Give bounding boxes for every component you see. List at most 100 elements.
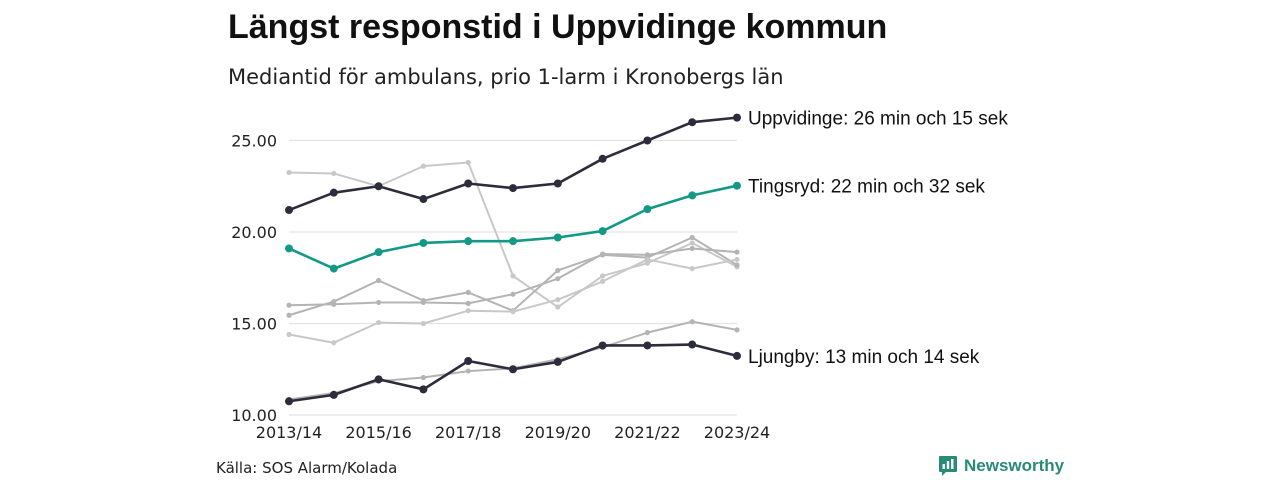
- series-labels: Uppvidinge: 26 min och 15 sek Tingsryd: 2…: [748, 109, 1008, 368]
- highlighted-series-point: [553, 179, 562, 188]
- x-tick-label: 2013/14: [256, 423, 322, 442]
- highlighted-series-point: [374, 248, 383, 257]
- background-series-3: [286, 256, 740, 346]
- background-series-point: [331, 170, 337, 177]
- highlighted-series-0: [285, 113, 741, 215]
- background-series-point: [555, 304, 561, 310]
- highlighted-series-point: [509, 184, 517, 193]
- background-series-point: [465, 308, 471, 314]
- background-series-point: [555, 297, 561, 303]
- highlighted-series-point: [329, 264, 338, 273]
- x-axis-ticks: 2013/14 2015/16 2017/18 2019/20 2021/22 2023/…: [256, 423, 770, 442]
- highlighted-series-point: [374, 182, 383, 191]
- highlighted-series-point: [688, 340, 697, 349]
- highlighted-series-1: [285, 181, 741, 273]
- highlighted-series-point: [643, 205, 652, 214]
- background-series-point: [376, 299, 382, 306]
- highlighted-series-point: [509, 237, 517, 246]
- highlighted-series-line: [288, 116, 738, 212]
- background-series-point: [420, 374, 426, 381]
- background-series-point: [510, 309, 516, 315]
- x-tick-label: 2015/16: [345, 423, 411, 442]
- series-end-label: Ljungby: 13 min och 14 sek: [748, 347, 980, 368]
- background-series-point: [465, 289, 471, 295]
- y-tick-label: 25.00: [231, 132, 277, 151]
- highlighted-series-point: [688, 191, 697, 200]
- newsworthy-logo-icon: [939, 456, 957, 476]
- highlighted-series-point: [374, 375, 383, 384]
- background-series-point: [465, 368, 471, 374]
- highlighted-series-point: [598, 154, 607, 163]
- x-tick-label: 2021/22: [614, 423, 680, 442]
- highlighted-series-point: [464, 179, 473, 188]
- background-series: [286, 159, 740, 403]
- background-series-point: [420, 320, 426, 327]
- background-series-line: [288, 258, 738, 344]
- y-tick-label: 20.00: [231, 223, 277, 242]
- background-series-point: [600, 278, 606, 285]
- highlighted-series-point: [553, 233, 562, 242]
- background-series-point: [644, 260, 651, 266]
- highlighted-series-point: [329, 390, 338, 399]
- source-note: Källa: SOS Alarm/Kolada: [216, 459, 398, 477]
- highlighted-series-point: [419, 385, 428, 394]
- background-series-point: [689, 234, 695, 241]
- chart-subtitle: Mediantid för ambulans, prio 1-larm i Kr…: [228, 65, 784, 89]
- background-series-point: [420, 163, 426, 169]
- background-series-4: [286, 319, 740, 403]
- background-series-point: [510, 291, 516, 297]
- background-series-point: [644, 252, 651, 258]
- background-series-point: [286, 312, 292, 318]
- highlighted-series-point: [598, 227, 607, 236]
- background-series-point: [286, 169, 292, 176]
- background-series-point: [376, 319, 382, 326]
- highlighted-series-point: [643, 341, 652, 350]
- background-series-0: [286, 159, 740, 310]
- highlighted-series-line: [288, 184, 738, 270]
- background-series-point: [689, 240, 695, 246]
- highlighted-series-point: [733, 181, 741, 190]
- chart-title: Längst responstid i Uppvidinge kommun: [228, 8, 888, 46]
- background-series-point: [734, 262, 740, 268]
- highlighted-series: [285, 113, 741, 406]
- background-series-point: [644, 256, 651, 263]
- highlighted-series-point: [733, 351, 741, 360]
- background-series-point: [734, 256, 740, 263]
- highlighted-series-point: [285, 397, 293, 406]
- highlighted-series-point: [509, 365, 517, 374]
- background-series-point: [420, 299, 426, 306]
- highlighted-series-point: [419, 238, 428, 247]
- y-tick-label: 10.00: [231, 406, 277, 425]
- x-tick-label: 2019/20: [525, 423, 591, 442]
- background-series-point: [555, 276, 561, 282]
- highlighted-series-point: [643, 136, 652, 145]
- background-series-point: [465, 159, 471, 166]
- background-series-point: [600, 251, 606, 257]
- background-series-point: [644, 330, 651, 336]
- highlighted-series-2: [285, 340, 741, 406]
- background-series-point: [286, 302, 292, 308]
- highlighted-series-point: [464, 357, 473, 366]
- highlighted-series-point: [285, 244, 293, 253]
- background-series-point: [286, 331, 292, 338]
- background-series-point: [510, 273, 516, 279]
- highlighted-series-point: [688, 118, 697, 127]
- newsworthy-logo: Newsworthy: [938, 455, 1064, 477]
- brand-name: Newsworthy: [964, 456, 1065, 475]
- highlighted-series-point: [329, 188, 338, 197]
- background-series-point: [689, 245, 695, 252]
- x-tick-label: 2017/18: [435, 423, 501, 442]
- background-series-point: [689, 266, 695, 272]
- background-series-2: [286, 245, 740, 308]
- background-series-point: [555, 267, 561, 274]
- background-series-point: [734, 249, 740, 255]
- highlighted-series-point: [285, 206, 293, 215]
- background-series-point: [600, 273, 606, 279]
- background-series-point: [331, 340, 337, 346]
- series-end-label: Uppvidinge: 26 min och 15 sek: [748, 109, 1008, 130]
- background-series-point: [465, 300, 471, 306]
- highlighted-series-point: [733, 113, 741, 122]
- background-series-point: [734, 327, 740, 333]
- series-end-label: Tingsryd: 22 min och 32 sek: [748, 177, 985, 198]
- highlighted-series-point: [553, 357, 562, 366]
